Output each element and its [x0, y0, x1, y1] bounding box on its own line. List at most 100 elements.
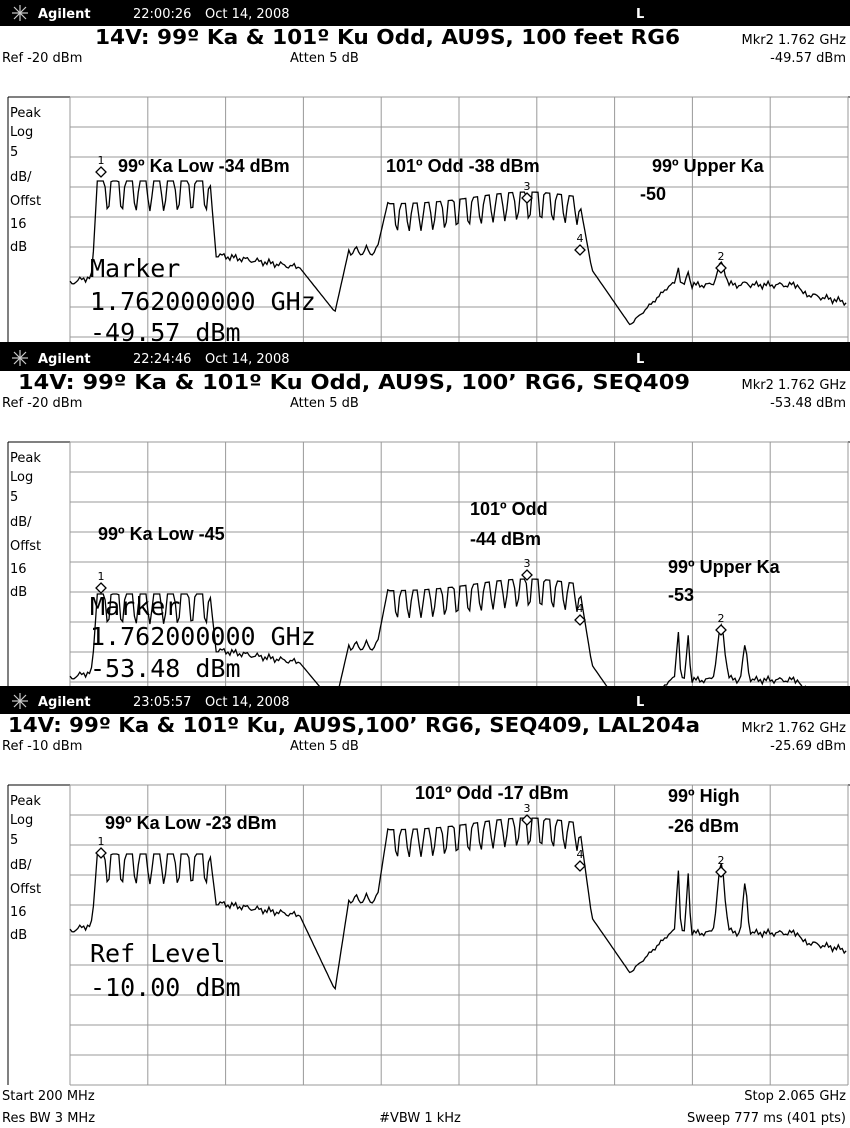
marker-level: -25.69 dBm [770, 739, 846, 754]
panel-background [0, 688, 850, 1128]
brand: Agilent [38, 695, 91, 710]
scale-label: 5 [10, 833, 18, 848]
title: 14V: 99º Ka & 101º Ku, AU9S,100’ RG6, SE… [8, 713, 700, 737]
scale-label: 16 [10, 905, 27, 920]
marker-id: 4 [577, 848, 584, 861]
analyzer-panel: Agilent 22:00:26 Oct 14, 2008 L 14V: 99º Ka … [0, 0, 850, 347]
brand-icon [13, 694, 27, 708]
scale-label: 16 [10, 562, 27, 577]
panel-background [0, 0, 850, 342]
scale-label: dB [10, 240, 27, 255]
marker-diamond [574, 244, 586, 256]
start-freq: Start 200 MHz [2, 1089, 95, 1104]
brand: Agilent [38, 7, 91, 22]
marker-readout: Mkr2 1.762 GHz [741, 378, 846, 393]
res-bw: Res BW 3 MHz [2, 1111, 95, 1126]
title: 14V: 99º Ka & 101º Ku Odd, AU9S, 100’ RG… [18, 370, 690, 394]
marker-overlay: -49.57 dBm [90, 318, 241, 347]
date: Oct 14, 2008 [205, 352, 290, 367]
annotation: 99º Ka Low -45 [98, 524, 225, 544]
marker-id: 1 [98, 570, 105, 583]
marker-overlay: Marker [90, 592, 180, 621]
title: 14V: 99º Ka & 101º Ku Odd, AU9S, 100 fee… [95, 25, 680, 49]
ref-level: Ref -20 dBm [2, 396, 82, 411]
attenuation: Atten 5 dB [290, 396, 359, 411]
annotation: 99º Ka Low -34 dBm [118, 156, 290, 176]
date: Oct 14, 2008 [205, 7, 290, 22]
marker-diamond [715, 866, 727, 878]
mode: L [636, 352, 644, 367]
stop-freq: Stop 2.065 GHz [744, 1089, 846, 1104]
header-bar [0, 345, 850, 371]
scale-label: dB/ [10, 515, 32, 530]
scale-label: 5 [10, 145, 18, 160]
attenuation: Atten 5 dB [290, 51, 359, 66]
marker-id: 2 [718, 854, 725, 867]
annotation: -44 dBm [470, 529, 541, 549]
vbw: #VBW 1 kHz [379, 1111, 461, 1126]
annotation: 99º High [668, 786, 740, 806]
marker-overlay: Ref Level [90, 939, 225, 968]
marker-diamond [521, 192, 533, 204]
annotation: -26 dBm [668, 816, 739, 836]
annotation: 99º Upper Ka [652, 156, 765, 176]
marker-id: 1 [98, 835, 105, 848]
ref-level: Ref -10 dBm [2, 739, 82, 754]
brand-icon [13, 351, 27, 365]
marker-id: 4 [577, 602, 584, 615]
time: 23:05:57 [133, 695, 191, 710]
mode: L [636, 695, 644, 710]
scale-label: Log [10, 470, 33, 485]
marker-diamond [95, 582, 107, 594]
annotation: 99º Ka Low -23 dBm [105, 813, 277, 833]
marker-id: 1 [98, 154, 105, 167]
scale-label: dB [10, 585, 27, 600]
marker-diamond [574, 860, 586, 872]
scale-label: Log [10, 125, 33, 140]
marker-diamond [95, 166, 107, 178]
sweep: Sweep 777 ms (401 pts) [687, 1111, 846, 1126]
annotation: 99º Upper Ka [668, 557, 781, 577]
marker-level: -49.57 dBm [770, 51, 846, 66]
scale-label: Peak [10, 106, 41, 121]
marker-readout: Mkr2 1.762 GHz [741, 721, 846, 736]
time: 22:24:46 [133, 352, 191, 367]
scale-label: dB/ [10, 858, 32, 873]
scale-label: 5 [10, 490, 18, 505]
attenuation: Atten 5 dB [290, 739, 359, 754]
spectrum-trace [69, 578, 806, 686]
scale-label: Offst [10, 882, 41, 897]
marker-readout: Mkr2 1.762 GHz [741, 33, 846, 48]
marker-diamond [95, 847, 107, 859]
panel-background [0, 345, 850, 686]
time: 22:00:26 [133, 7, 191, 22]
marker-id: 2 [718, 250, 725, 263]
marker-level: -53.48 dBm [770, 396, 846, 411]
marker-diamond [574, 614, 586, 626]
marker-id: 3 [524, 557, 531, 570]
annotation: -50 [640, 184, 666, 204]
scale-label: Peak [10, 451, 41, 466]
marker-overlay: -10.00 dBm [90, 973, 241, 1002]
scale-label: dB [10, 928, 27, 943]
ref-level: Ref -20 dBm [2, 51, 82, 66]
marker-overlay: 1.762000000 GHz [90, 622, 316, 651]
marker-id: 4 [577, 232, 584, 245]
annotation: 101º Odd -17 dBm [415, 783, 569, 803]
marker-diamond [521, 569, 533, 581]
marker-id: 2 [718, 612, 725, 625]
marker-id: 3 [524, 180, 531, 193]
scale-label: dB/ [10, 170, 32, 185]
marker-diamond [521, 814, 533, 826]
scale-label: 16 [10, 217, 27, 232]
panel-body: Agilent 22:24:46 Oct 14, 2008 L 14V: 99º Ka … [0, 345, 850, 686]
annotation: -53 [668, 585, 694, 605]
date: Oct 14, 2008 [205, 695, 290, 710]
scale-label: Offst [10, 194, 41, 209]
spectrum-trace [69, 817, 847, 991]
annotation: 101º Odd -38 dBm [386, 156, 540, 176]
analyzer-panel: Agilent 23:05:57 Oct 14, 2008 L 14V: 99º Ka … [0, 688, 850, 1128]
panel-body: Agilent 23:05:57 Oct 14, 2008 L 14V: 99º Ka … [0, 688, 850, 1128]
header-bar [0, 688, 850, 714]
